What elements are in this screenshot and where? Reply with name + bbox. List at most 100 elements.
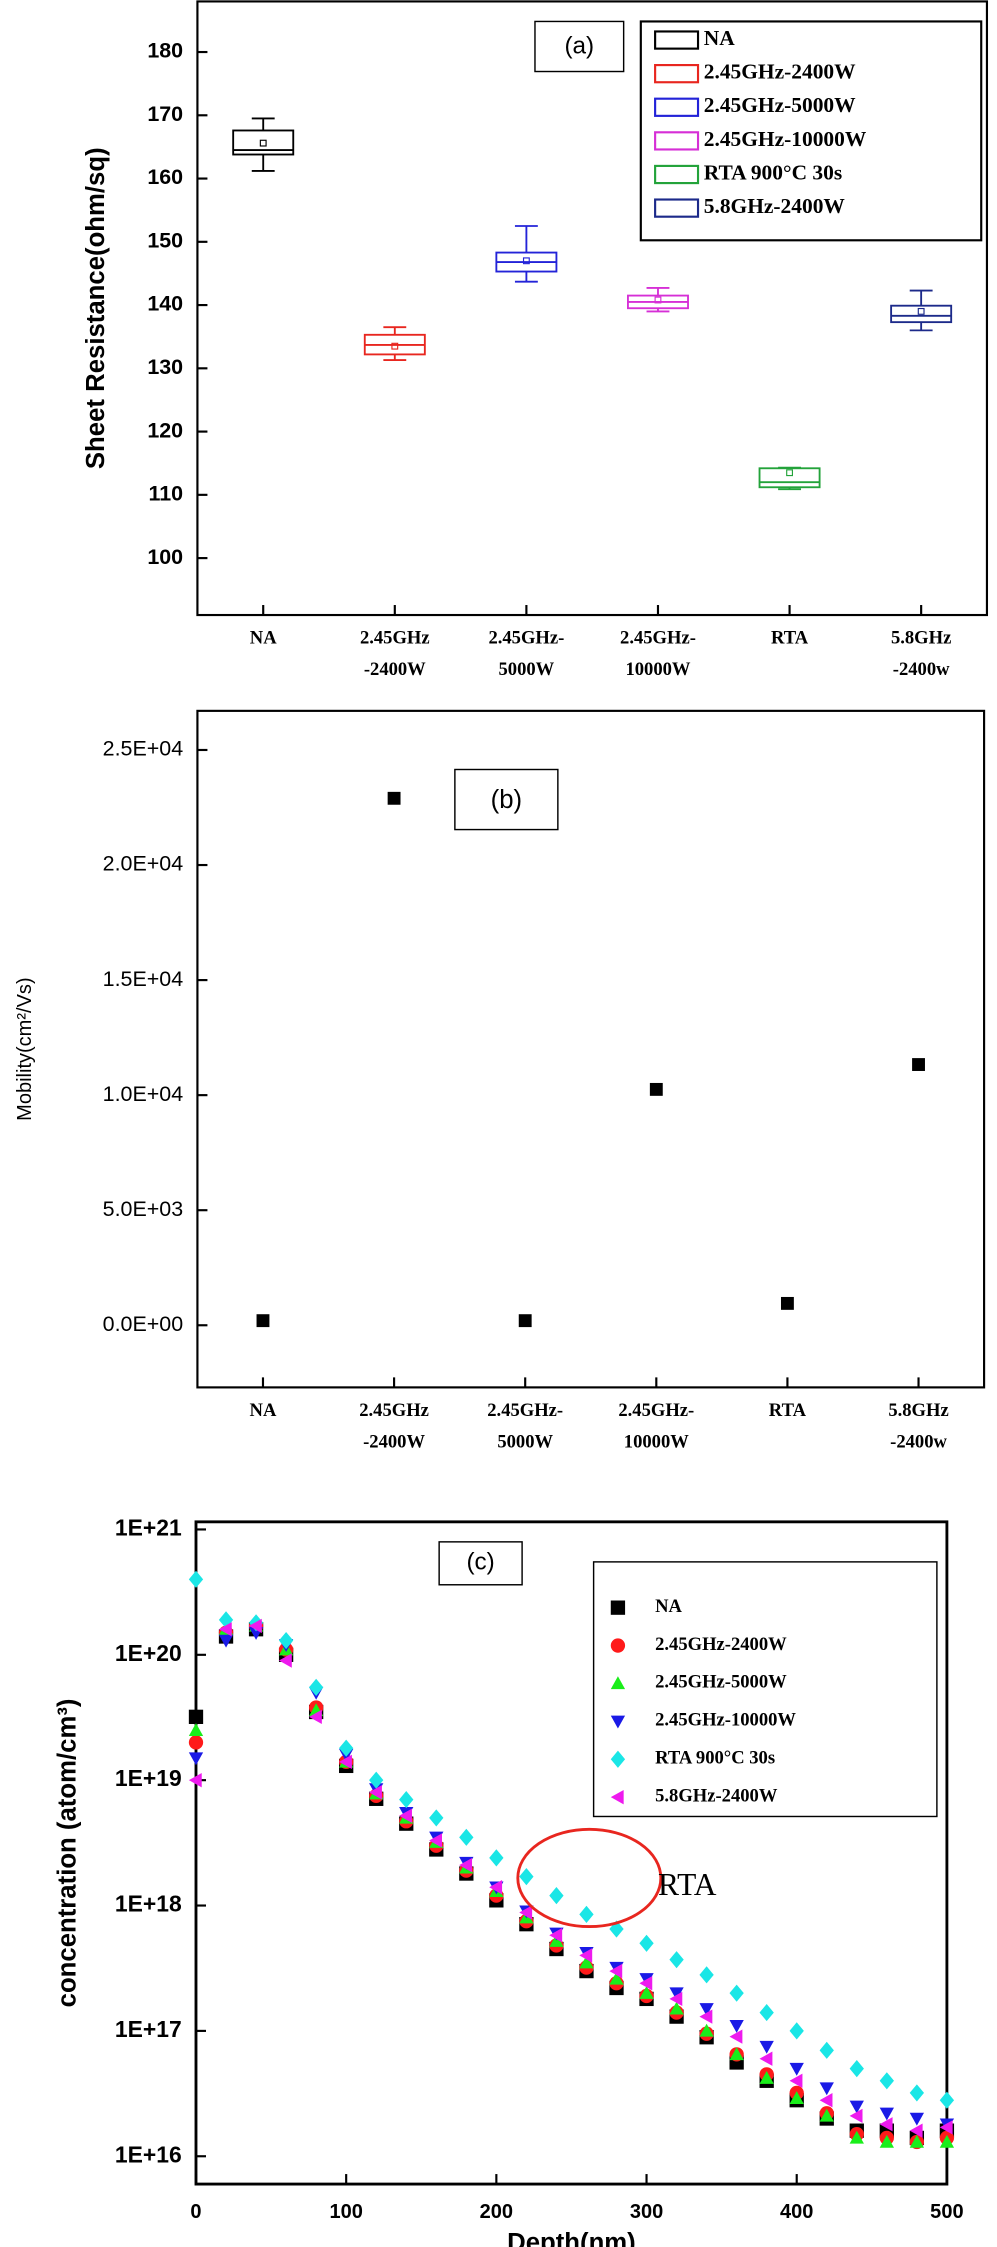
y-tick-label: 100	[147, 545, 183, 569]
legend-label: 5.8GHz-2400W	[704, 194, 846, 218]
point	[218, 1622, 232, 1637]
point	[909, 2112, 925, 2126]
legend-label: NA	[704, 26, 735, 50]
point	[278, 1653, 292, 1668]
y-tick-label: 1.0E+04	[103, 1082, 184, 1106]
point	[789, 2073, 803, 2088]
point	[879, 2117, 893, 2132]
point	[780, 1296, 794, 1310]
y-tick-label: 1E+21	[115, 1514, 182, 1540]
y-tick-label: 2.5E+04	[103, 737, 184, 761]
legend-label: 5.8GHz-2400W	[655, 1785, 778, 1806]
legend-label: RTA 900°C 30s	[655, 1748, 775, 1769]
y-tick-label: 130	[147, 355, 183, 379]
point	[339, 1754, 352, 1770]
point	[489, 1880, 503, 1895]
y-tick-label: 120	[147, 418, 183, 442]
legend-marker	[610, 1638, 626, 1653]
point	[669, 1987, 684, 2001]
point	[579, 1948, 593, 1963]
point	[649, 1082, 663, 1096]
x-tick-label: 500	[930, 2201, 963, 2223]
y-tick-label: 1E+18	[115, 1891, 182, 1917]
point	[429, 1809, 444, 1827]
plot-frame	[194, 1520, 949, 2186]
y-tick-label: 140	[147, 292, 183, 316]
legend-label: 2.45GHz-5000W	[704, 93, 856, 117]
point	[729, 2019, 744, 2033]
y-axis-label: concentration (atom/cm³)	[53, 1699, 81, 2008]
legend-swatch	[654, 198, 700, 218]
legend-swatch	[654, 164, 700, 185]
point	[669, 2001, 684, 2015]
x-tick-label: 2.45GHz-	[618, 1400, 694, 1421]
legend-swatch	[654, 64, 700, 84]
point	[879, 2072, 894, 2090]
point	[256, 1314, 270, 1328]
point	[759, 2070, 774, 2084]
point	[188, 1709, 204, 1724]
x-tick-label: RTA	[771, 628, 809, 649]
x-tick-label: -2400W	[364, 659, 426, 680]
annotation-box	[534, 20, 625, 73]
x-tick-label: 2.45GHz-	[487, 1400, 563, 1421]
point	[188, 1570, 204, 1588]
point	[399, 1791, 414, 1809]
callout-ellipse	[516, 1827, 663, 1929]
annotation-box	[454, 768, 559, 831]
x-tick-label: NA	[250, 1400, 277, 1421]
point	[579, 1905, 594, 1923]
x-tick-label: 400	[780, 2201, 813, 2223]
box	[890, 304, 953, 324]
y-tick-label: 1E+16	[115, 2141, 182, 2167]
point	[789, 2022, 804, 2040]
y-tick-label: 110	[149, 482, 184, 506]
point	[188, 1752, 204, 1766]
mean	[259, 139, 267, 147]
legend-marker	[610, 1750, 626, 1768]
point	[939, 2120, 953, 2135]
x-tick-label: NA	[250, 628, 277, 649]
legend-label: NA	[655, 1596, 682, 1617]
point	[819, 2082, 834, 2096]
point	[489, 1849, 504, 1867]
point	[819, 2093, 833, 2108]
legend-label: 2.45GHz-5000W	[655, 1672, 787, 1693]
point	[639, 1934, 654, 1952]
x-tick-label: 10000W	[625, 659, 690, 680]
y-tick-label: 180	[147, 39, 183, 63]
point	[639, 1976, 653, 1991]
point	[759, 2003, 774, 2022]
point	[399, 1808, 412, 1823]
y-tick-label: 0.0E+00	[103, 1312, 184, 1336]
legend-label: 2.45GHz-10000W	[704, 127, 867, 151]
legend-marker	[610, 1790, 624, 1805]
point	[699, 1966, 714, 1984]
mean	[917, 307, 925, 315]
legend-marker	[610, 1715, 626, 1729]
point	[639, 1986, 654, 1999]
point	[609, 1971, 624, 1985]
y-tick-label: 1E+20	[115, 1640, 182, 1666]
mean	[654, 296, 662, 304]
point	[849, 2108, 863, 2124]
point	[459, 1857, 473, 1873]
annotation: (c)	[466, 1549, 494, 1576]
y-tick-label: 170	[147, 102, 183, 126]
point	[789, 2091, 804, 2105]
point	[669, 1951, 684, 1969]
legend-label: 2.45GHz-2400W	[704, 60, 856, 84]
y-axis-label: Mobility(cm²/Vs)	[14, 977, 36, 1120]
point	[819, 2108, 834, 2122]
point	[939, 2134, 955, 2148]
x-tick-label: 5.8GHz	[888, 1400, 948, 1421]
x-tick-label: 5000W	[499, 659, 555, 680]
point	[549, 1928, 563, 1943]
plot-frame	[196, 709, 986, 1389]
point	[729, 2047, 744, 2061]
y-tick-label: 1E+17	[115, 2016, 182, 2042]
point	[849, 2060, 864, 2078]
point	[519, 1905, 533, 1920]
point	[789, 2062, 804, 2076]
point	[759, 2051, 773, 2066]
